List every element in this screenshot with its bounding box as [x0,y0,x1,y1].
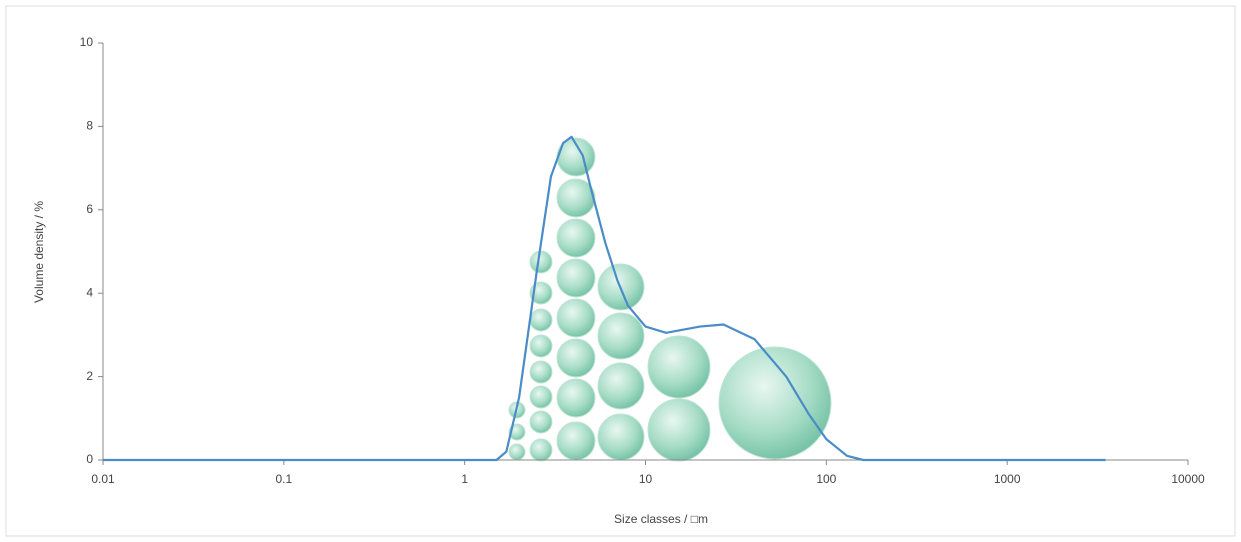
x-tick-label: 0.1 [275,472,292,486]
y-tick-label: 6 [86,202,93,216]
y-tick-label: 2 [86,369,93,383]
y-axis-label: Volume density / % [32,201,46,303]
y-tick-label: 0 [86,452,93,466]
x-tick-label: 10 [639,472,653,486]
x-tick-label: 1 [461,472,468,486]
page: Size classes / □m Volume density / % 0 2 4… [0,0,1241,542]
x-tick-label: 1000 [994,472,1021,486]
x-tick-label: 100 [816,472,836,486]
x-tick-label: 10000 [1171,472,1205,486]
chart: Size classes / □m Volume density / % 0 2 4… [0,0,1241,542]
x-tick-label: 0.01 [91,472,115,486]
x-axis-label: Size classes / □m [614,512,708,526]
y-tick-label: 8 [86,119,93,133]
y-tick-label: 10 [80,35,94,49]
y-tick-label: 4 [86,285,93,299]
